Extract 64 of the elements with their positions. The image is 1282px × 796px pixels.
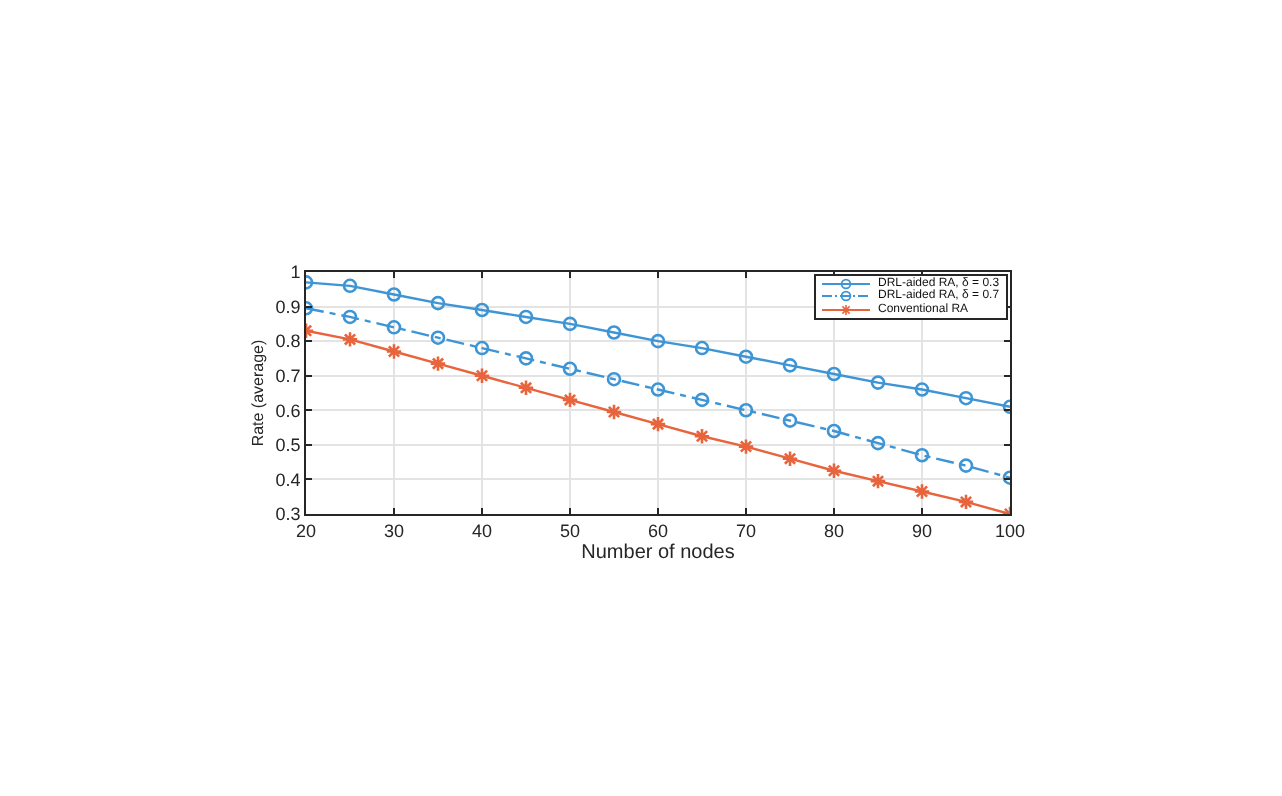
- point: [738, 402, 754, 418]
- y-tick-label: 0.3: [275, 504, 301, 525]
- point: [957, 493, 975, 511]
- point: [693, 427, 711, 445]
- x-tick-label: 50: [559, 521, 581, 542]
- point: [386, 287, 402, 302]
- point: [958, 390, 974, 406]
- point: [826, 366, 842, 382]
- point: [386, 320, 402, 335]
- x-tick-label: 40: [471, 521, 493, 542]
- point: [958, 458, 974, 473]
- point: [737, 438, 755, 456]
- point: [473, 367, 491, 385]
- point: [517, 379, 535, 397]
- point: [561, 391, 579, 409]
- point: [870, 435, 886, 451]
- point: [738, 349, 754, 364]
- y-axis-title: Rate (average): [248, 338, 267, 447]
- x-tick-label: 60: [647, 521, 669, 542]
- x-tick-label: 100: [994, 521, 1026, 542]
- x-tick-label: 20: [295, 521, 317, 542]
- point: [826, 423, 842, 439]
- point: [474, 302, 490, 318]
- y-tick-label: 0.6: [275, 400, 301, 421]
- point: [342, 278, 358, 294]
- point: [430, 330, 446, 345]
- y-tick-label: 0.8: [275, 331, 301, 352]
- point: [562, 361, 578, 377]
- point: [341, 330, 359, 348]
- x-tick-label: 90: [911, 521, 933, 542]
- x-tick-label: 70: [735, 521, 757, 542]
- point: [429, 355, 447, 373]
- point: [781, 450, 799, 468]
- point: [650, 333, 666, 349]
- point: [782, 413, 798, 428]
- point: [606, 325, 622, 340]
- x-tick-label: 30: [383, 521, 405, 542]
- point: [562, 316, 578, 332]
- point: [385, 343, 403, 361]
- point: [694, 392, 710, 408]
- point: [825, 462, 843, 480]
- x-axis-title: Number of nodes: [581, 542, 735, 565]
- point: [914, 447, 930, 463]
- point: [430, 295, 446, 311]
- x-tick-label: 80: [823, 521, 845, 542]
- point: [694, 340, 710, 356]
- y-tick-label: 1: [290, 262, 301, 283]
- point: [474, 340, 490, 356]
- point: [605, 403, 623, 421]
- point: [869, 472, 887, 490]
- point: [913, 483, 931, 501]
- y-tick-label: 0.4: [275, 469, 301, 490]
- point: [782, 358, 798, 373]
- point: [650, 382, 666, 397]
- y-tick-label: 0.9: [275, 296, 301, 317]
- point: [342, 309, 358, 325]
- point: [914, 382, 930, 397]
- y-tick-label: 0.7: [275, 366, 301, 387]
- point: [870, 375, 886, 390]
- y-tick-label: 0.5: [275, 435, 301, 456]
- point: [649, 415, 667, 433]
- point: [518, 351, 534, 366]
- point: [606, 371, 622, 387]
- point: [518, 309, 534, 325]
